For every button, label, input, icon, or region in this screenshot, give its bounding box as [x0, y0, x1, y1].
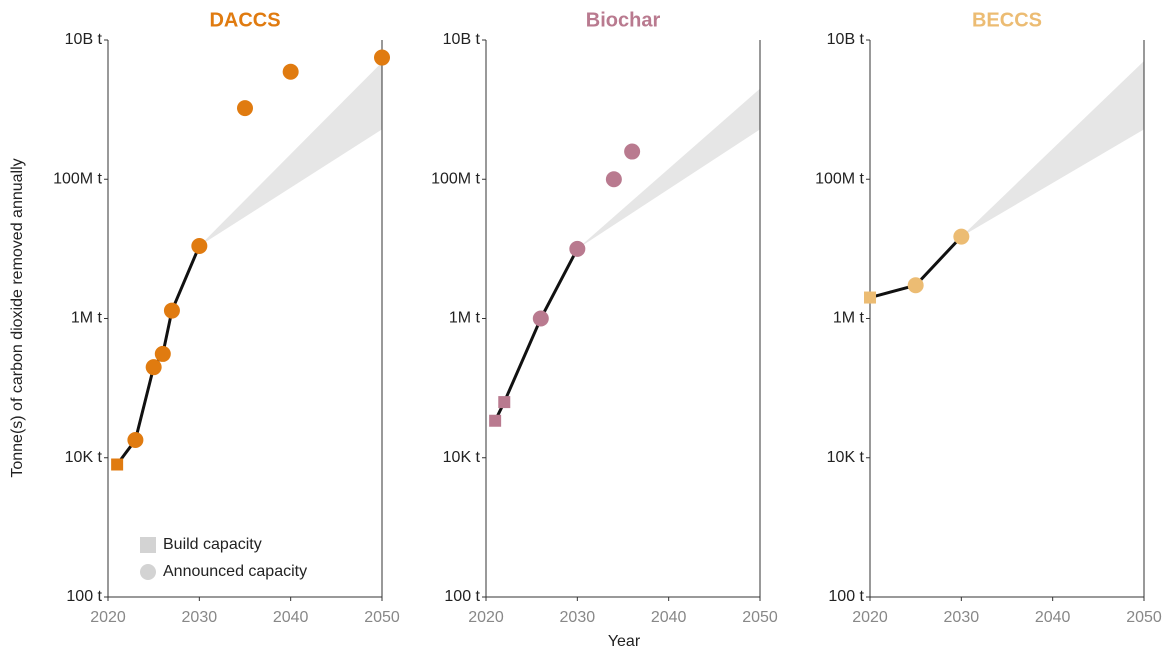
x-tick-label: 2030 — [944, 609, 980, 626]
x-tick-label: 2040 — [1035, 609, 1071, 626]
legend-marker — [140, 564, 156, 580]
y-tick-label: 1M t — [71, 310, 103, 327]
x-tick-label: 2050 — [364, 609, 400, 626]
y-tick-label: 10K t — [827, 449, 865, 466]
y-tick-label: 10K t — [443, 449, 481, 466]
panel-title: Biochar — [586, 9, 661, 31]
announced-marker — [605, 171, 622, 188]
build-marker — [489, 414, 502, 427]
announced-marker — [532, 310, 549, 327]
announced-marker — [374, 49, 390, 66]
announced-marker — [127, 431, 144, 448]
projection-band — [199, 62, 382, 246]
y-tick-label: 10B t — [65, 31, 103, 48]
x-tick-label: 2020 — [468, 609, 504, 626]
x-axis-label: Year — [608, 633, 641, 650]
y-tick-label: 10B t — [443, 31, 481, 48]
announced-marker — [569, 240, 586, 257]
y-tick-label: 100M t — [815, 170, 864, 187]
legend-label: Announced capacity — [163, 563, 307, 580]
announced-marker — [953, 228, 970, 245]
announced-marker — [907, 277, 924, 294]
trend-line — [493, 248, 579, 422]
announced-marker — [154, 345, 171, 362]
projection-band — [577, 88, 760, 249]
y-axis-label: Tonne(s) of carbon dioxide removed annua… — [9, 158, 26, 477]
x-tick-label: 2050 — [742, 609, 778, 626]
build-marker — [111, 458, 124, 471]
legend-label: Build capacity — [163, 536, 262, 553]
announced-marker — [191, 237, 208, 254]
y-tick-label: 1M t — [449, 310, 481, 327]
y-tick-label: 100M t — [53, 170, 102, 187]
x-tick-label: 2030 — [560, 609, 596, 626]
panel-title: DACCS — [209, 9, 280, 31]
x-tick-label: 2040 — [651, 609, 687, 626]
y-tick-label: 1M t — [833, 310, 865, 327]
y-tick-label: 100M t — [431, 170, 480, 187]
x-tick-label: 2040 — [273, 609, 309, 626]
y-tick-label: 10K t — [65, 449, 103, 466]
x-tick-label: 2050 — [1126, 609, 1162, 626]
panel-title: BECCS — [972, 9, 1042, 31]
y-tick-label: 100 t — [444, 588, 480, 605]
y-tick-label: 10B t — [827, 31, 865, 48]
projection-band — [961, 60, 1144, 237]
announced-marker — [282, 63, 299, 80]
build-marker — [864, 291, 876, 304]
y-tick-label: 100 t — [66, 588, 102, 605]
announced-marker — [624, 143, 641, 160]
x-tick-label: 2020 — [852, 609, 888, 626]
x-tick-label: 2030 — [182, 609, 218, 626]
announced-marker — [163, 302, 180, 319]
build-marker — [498, 396, 511, 409]
y-tick-label: 100 t — [828, 588, 864, 605]
x-tick-label: 2020 — [90, 609, 126, 626]
announced-marker — [237, 100, 253, 117]
legend-marker — [140, 537, 156, 553]
announced-marker — [145, 359, 162, 376]
